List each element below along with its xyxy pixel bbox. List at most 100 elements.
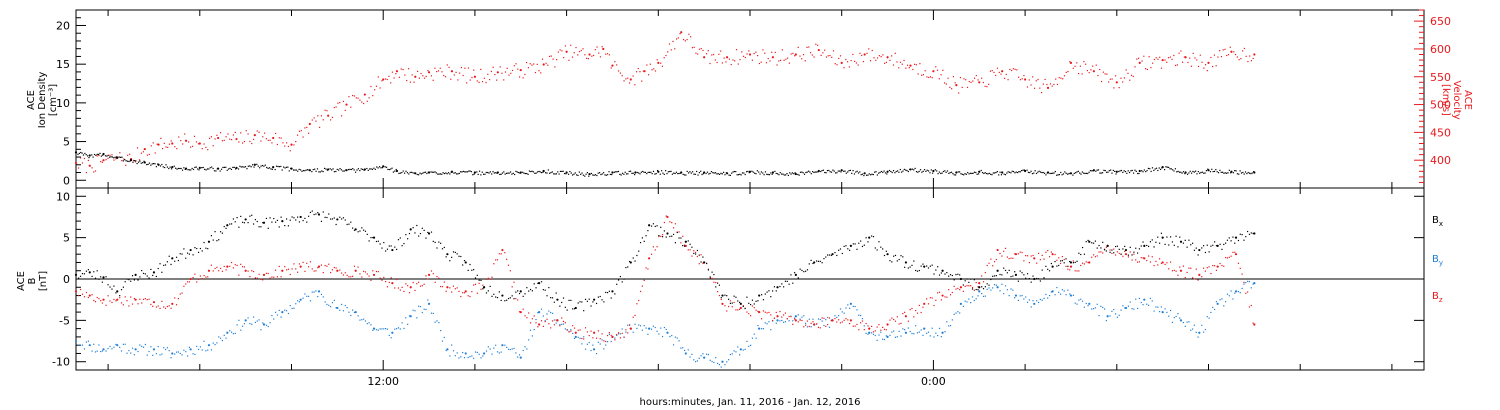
Bz-trace-dot	[1076, 270, 1078, 272]
density-trace-dot	[500, 173, 502, 175]
density-trace-dot	[485, 171, 487, 174]
Bz-trace-dot	[953, 285, 955, 287]
By-trace-dot	[592, 344, 594, 346]
density-trace-dot	[454, 172, 456, 174]
velocity-trace-dot	[443, 74, 445, 77]
Bz-trace-dot	[81, 293, 84, 295]
Bx-trace-dot	[876, 249, 878, 251]
Bx-point	[1069, 261, 1073, 264]
Bz-trace-dot	[904, 311, 906, 313]
density-trace-dot	[81, 152, 83, 154]
Bz-trace-dot	[458, 290, 460, 293]
velocity-trace-dot	[1085, 63, 1087, 65]
velocity-trace-dot	[293, 144, 295, 146]
Bz-trace-dot	[295, 268, 297, 270]
By-point	[1161, 310, 1164, 314]
Bz-trace-dot	[1166, 262, 1168, 264]
By-trace-dot	[650, 328, 653, 330]
Bx-trace-dot	[1160, 232, 1163, 234]
Bz-trace-dot	[515, 297, 517, 300]
By-trace-dot	[295, 303, 297, 305]
By-trace-dot	[403, 327, 405, 329]
By-trace-dot	[1006, 289, 1008, 291]
density-trace-dot	[949, 172, 951, 174]
Bz-trace-dot	[973, 289, 975, 291]
By-trace-dot	[258, 319, 260, 321]
density-trace-dot	[159, 165, 162, 167]
velocity-trace-dot	[965, 79, 967, 81]
density-trace-dot	[785, 174, 787, 176]
density-trace-dot	[1085, 172, 1087, 174]
By-point	[1033, 302, 1036, 305]
density-trace-dot	[422, 172, 424, 174]
density-trace-dot	[1190, 172, 1193, 174]
Bz-trace-dot	[871, 325, 873, 328]
Bz-trace-dot	[542, 325, 544, 327]
density-trace-dot	[164, 166, 166, 169]
Bz-trace-dot	[1146, 259, 1148, 262]
density-trace-dot	[1235, 170, 1237, 172]
Bx-trace-dot	[515, 291, 517, 293]
velocity-trace-dot	[596, 46, 598, 48]
By-point	[372, 327, 376, 330]
density-trace-dot	[859, 171, 861, 173]
Bx-trace-dot	[592, 301, 594, 303]
velocity-trace-dot	[599, 56, 602, 58]
Bz-trace-dot	[682, 235, 684, 237]
velocity-tick-label: 650	[1430, 15, 1451, 28]
Bx-trace-dot	[271, 221, 273, 223]
Bz-point	[409, 286, 412, 289]
By-trace-dot	[1197, 336, 1199, 338]
velocity-trace-dot	[966, 86, 969, 88]
By-trace-dot	[273, 318, 275, 320]
Bz-point	[281, 269, 284, 272]
Bz-trace-dot	[425, 275, 427, 277]
velocity-point	[290, 143, 293, 146]
density-trace-dot	[563, 172, 566, 175]
velocity-tick-label: 600	[1430, 43, 1451, 56]
Bz-trace-dot	[770, 314, 772, 316]
density-trace-dot	[1219, 169, 1221, 171]
density-trace-dot	[447, 172, 450, 174]
velocity-trace-dot	[1113, 87, 1115, 89]
Bx-point	[556, 298, 559, 301]
Bz-trace-dot	[1114, 254, 1117, 256]
velocity-trace-dot	[160, 137, 162, 140]
By-trace-dot	[377, 329, 379, 331]
density-trace-dot	[891, 171, 893, 174]
Bx-trace-dot	[491, 295, 493, 297]
velocity-trace-dot	[427, 70, 429, 72]
Bz-trace-dot	[1191, 277, 1194, 279]
velocity-point	[253, 134, 256, 137]
By-trace-dot	[399, 328, 401, 330]
density-trace-dot	[810, 173, 812, 175]
velocity-trace-dot	[232, 134, 235, 136]
By-trace-dot	[1113, 308, 1115, 311]
velocity-trace-dot	[262, 136, 264, 138]
velocity-trace-dot	[473, 69, 475, 71]
density-trace-dot	[744, 173, 746, 176]
velocity-trace-dot	[375, 85, 378, 87]
Bz-trace-dot	[726, 310, 728, 312]
density-trace-dot	[155, 166, 157, 168]
Bx-trace-dot	[306, 221, 308, 223]
By-point	[262, 323, 266, 326]
Bz-trace-dot	[738, 308, 741, 310]
By-trace-dot	[891, 331, 893, 333]
Bx-trace-dot	[500, 299, 502, 302]
Bx-point	[391, 248, 394, 252]
velocity-trace-dot	[501, 72, 503, 74]
density-trace-dot	[1023, 169, 1025, 171]
Bx-trace-dot	[83, 273, 86, 275]
Bz-trace-dot	[707, 268, 710, 270]
density-trace-dot	[111, 156, 113, 158]
density-trace-dot	[932, 172, 934, 174]
density-trace-dot	[121, 156, 123, 158]
velocity-trace-dot	[665, 54, 667, 57]
By-trace-dot	[568, 330, 570, 332]
velocity-trace-dot	[1194, 57, 1196, 59]
By-trace-dot	[977, 295, 979, 297]
density-trace-dot	[257, 165, 259, 167]
By-trace-dot	[784, 321, 787, 323]
